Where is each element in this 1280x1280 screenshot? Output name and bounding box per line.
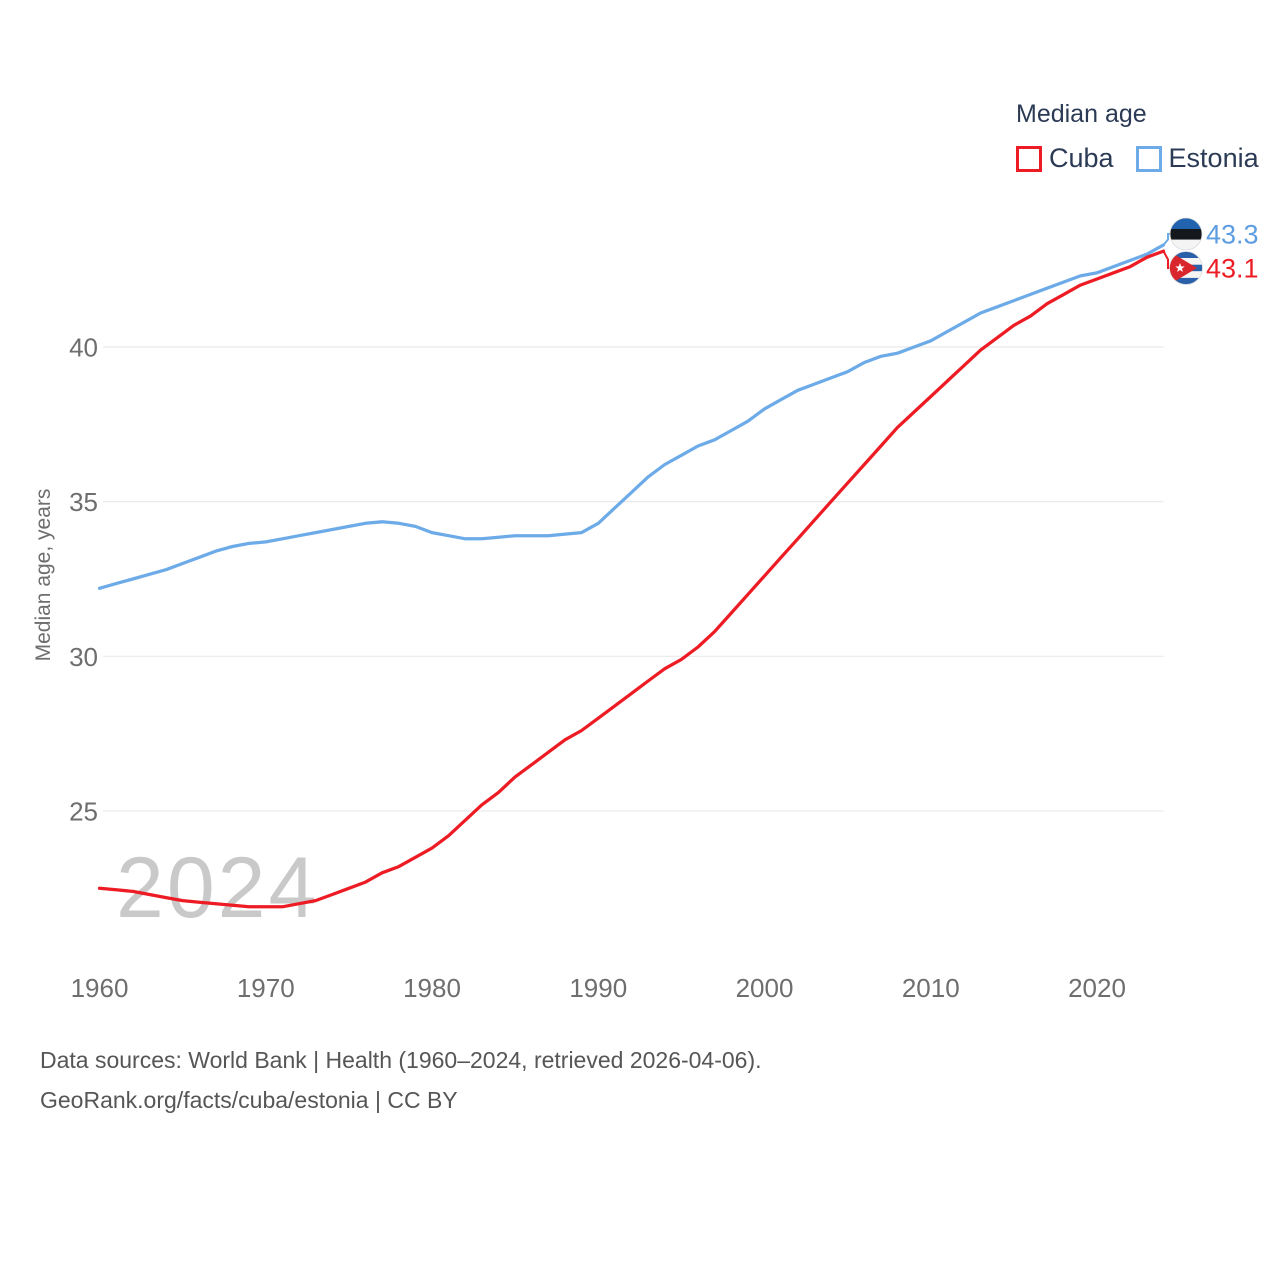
gridlines — [103, 346, 1164, 812]
x-tick-label: 2010 — [902, 973, 960, 1003]
x-tick-label: 1960 — [71, 973, 129, 1003]
watermark-year: 2024 — [116, 840, 320, 936]
series-line-estonia[interactable] — [97, 243, 1166, 590]
x-tick-label: 1980 — [403, 973, 461, 1003]
end-value-label-estonia: 43.3 — [1206, 220, 1259, 250]
legend-items: Cuba Estonia — [1016, 143, 1259, 174]
y-axis-title: Median age, years — [32, 488, 55, 662]
y-tick-labels: 25 30 35 40 — [69, 333, 98, 827]
y-tick-label: 25 — [69, 796, 98, 826]
chart-canvas: 25 30 35 40 1960 1970 1980 1990 2000 2010 2020 — [69, 217, 1259, 1003]
y-tick-label: 40 — [69, 333, 98, 363]
y-tick-label: 35 — [69, 487, 98, 517]
footer-source-line: Data sources: World Bank | Health (1960–… — [40, 1047, 762, 1073]
y-tick-label: 30 — [69, 642, 98, 672]
series-lines — [97, 243, 1166, 909]
footer: Data sources: World Bank | Health (1960–… — [40, 1040, 762, 1120]
footer-link-line: GeoRank.org/facts/cuba/estonia | CC BY — [40, 1087, 458, 1113]
x-tick-label: 2020 — [1068, 973, 1126, 1003]
series-line-cuba[interactable] — [97, 249, 1166, 909]
legend-title: Median age — [1016, 100, 1147, 128]
estonia-flag-icon — [1169, 217, 1203, 251]
legend-swatch-icon — [1135, 145, 1162, 172]
x-tick-label: 1990 — [569, 973, 627, 1003]
legend-item-cuba[interactable]: Cuba — [1016, 143, 1114, 174]
cuba-flag-icon — [1169, 251, 1203, 285]
end-value-label-cuba: 43.1 — [1206, 254, 1259, 284]
x-tick-label: 1970 — [237, 973, 295, 1003]
legend: Median age Cuba Estonia — [1016, 100, 1259, 174]
legend-item-estonia[interactable]: Estonia — [1135, 143, 1259, 174]
legend-item-label: Cuba — [1049, 143, 1114, 173]
x-tick-label: 2000 — [736, 973, 794, 1003]
end-value-labels: 43.3 43.1 — [1206, 220, 1259, 284]
legend-swatch-icon — [1016, 145, 1042, 172]
legend-item-label: Estonia — [1168, 143, 1259, 173]
x-tick-labels: 1960 1970 1980 1990 2000 2010 2020 — [71, 973, 1126, 1003]
